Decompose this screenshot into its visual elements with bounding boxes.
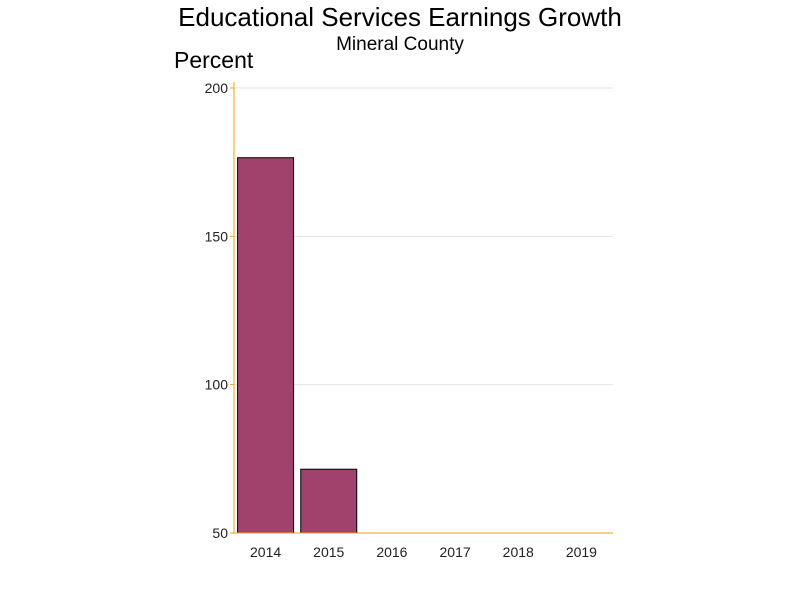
x-tick-label: 2019 xyxy=(566,544,597,560)
bar-2015 xyxy=(300,468,358,534)
x-tick-label: 2014 xyxy=(250,544,281,560)
y-tick-label: 100 xyxy=(205,377,229,393)
x-tick-label: 2017 xyxy=(440,544,471,560)
chart-subtitle: Mineral County xyxy=(336,34,464,55)
x-tick-label: 2015 xyxy=(313,544,344,560)
chart-title: Educational Services Earnings Growth xyxy=(178,2,622,32)
y-tick-label: 50 xyxy=(212,525,228,541)
y-tick-label: 150 xyxy=(205,228,229,244)
x-tick-label: 2018 xyxy=(503,544,534,560)
y-tick-label: 200 xyxy=(205,80,229,96)
bar-2014 xyxy=(237,157,295,534)
y-axis-label: Percent xyxy=(174,47,254,73)
x-tick-label: 2016 xyxy=(376,544,407,560)
